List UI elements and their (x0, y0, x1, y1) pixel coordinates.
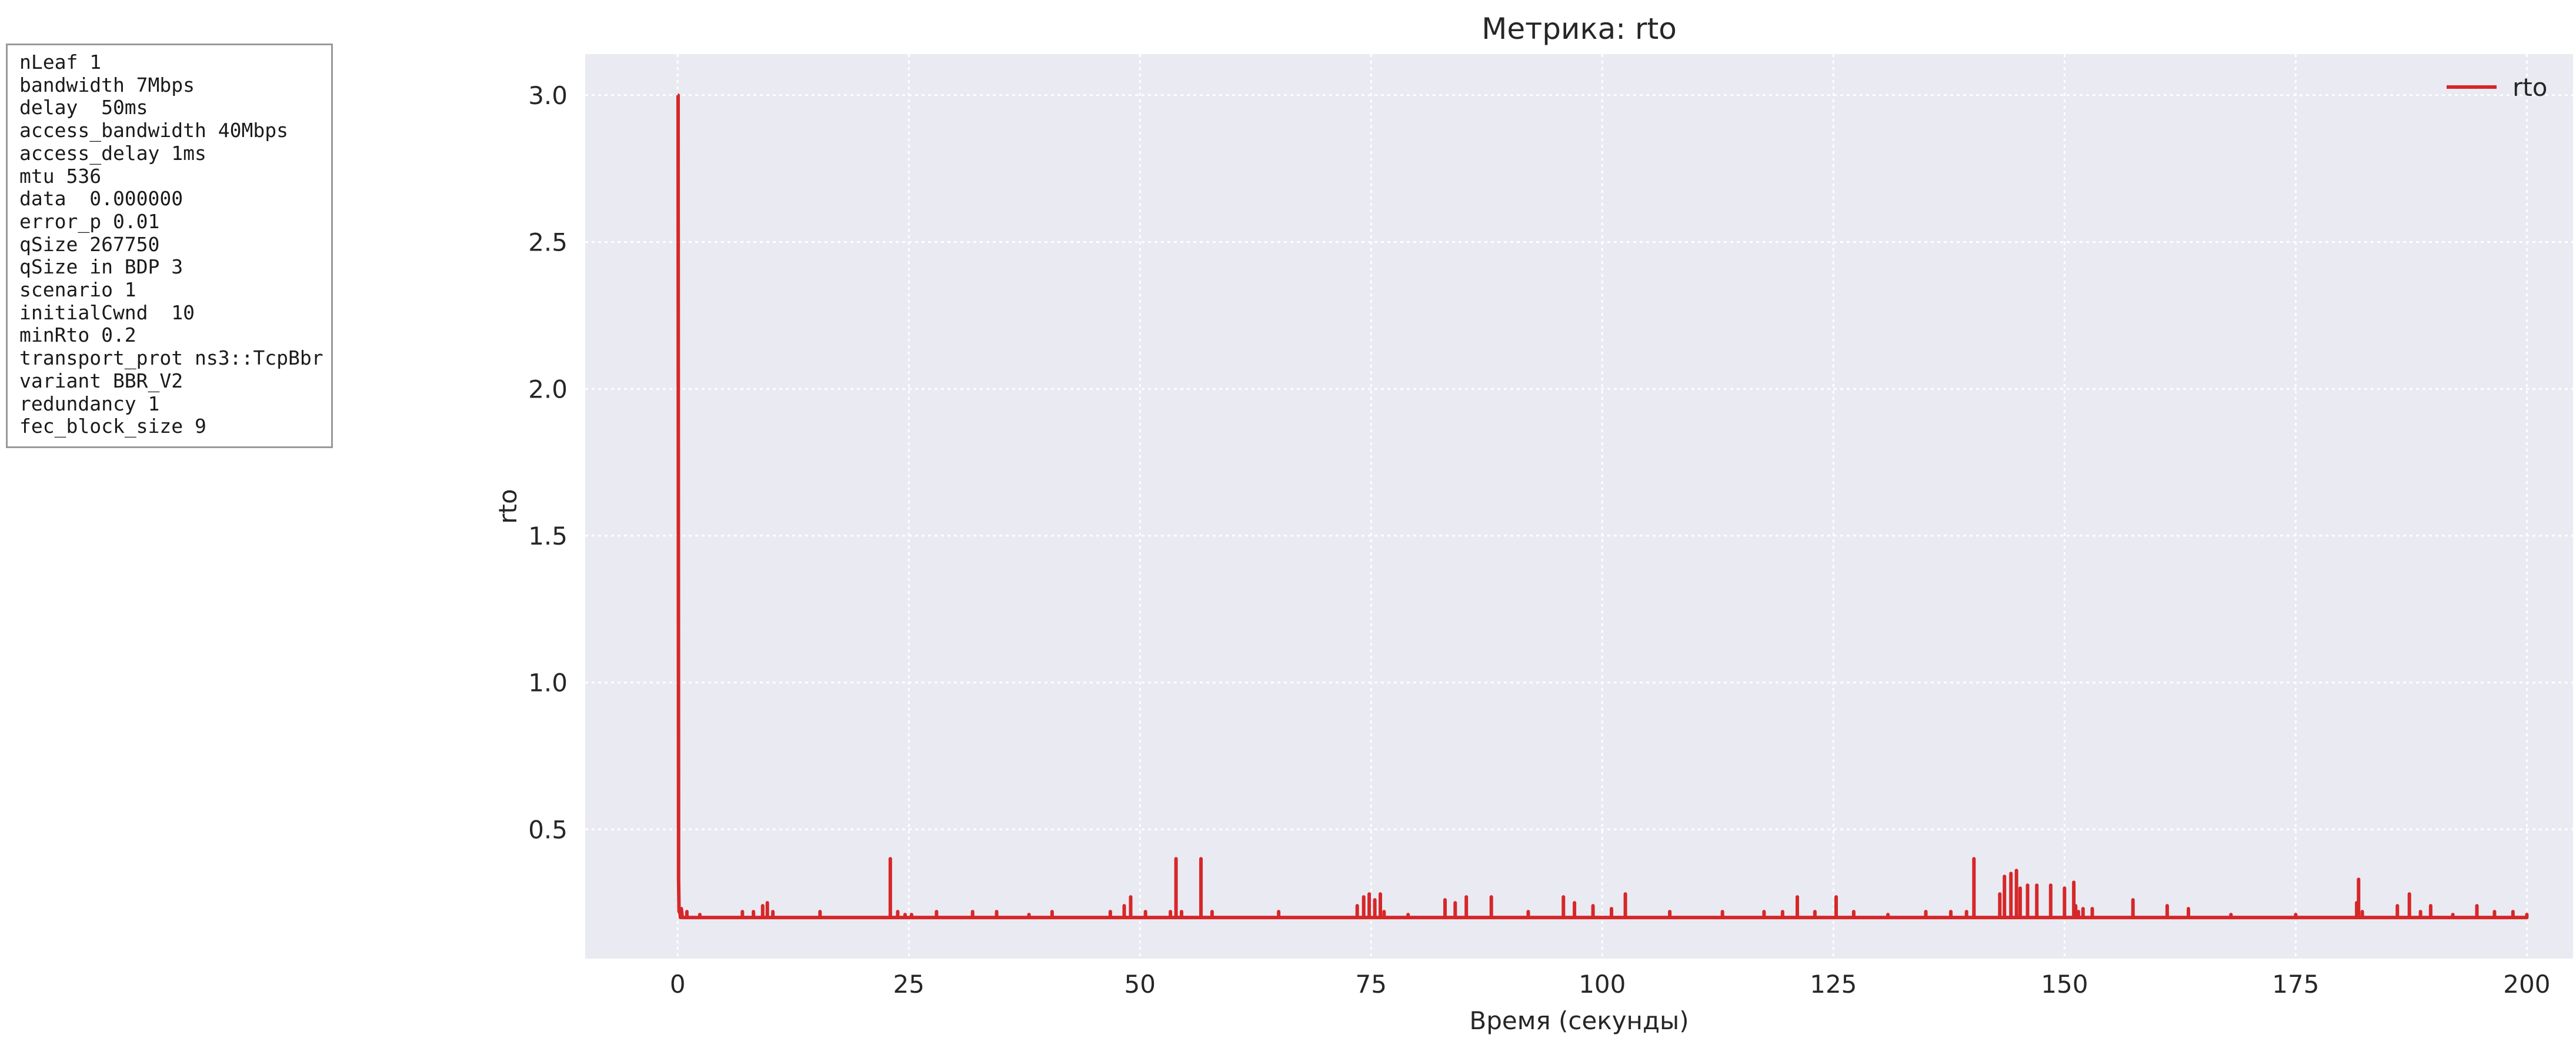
param-line: delay 50ms (19, 96, 148, 119)
y-axis-label: rto (493, 489, 522, 523)
parameters-box: nLeaf 1 bandwidth 7Mbps delay 50ms access_b… (6, 44, 333, 448)
param-line: qSize 267750 (19, 232, 160, 256)
y-tick-label: 0.5 (528, 815, 568, 844)
x-tick-label: 75 (1356, 970, 1387, 999)
param-line: data 0.000000 (19, 187, 183, 211)
y-tick-label: 2.0 (528, 375, 568, 403)
x-tick-label: 50 (1125, 970, 1156, 999)
legend-label-rto: rto (2512, 73, 2547, 102)
param-line: access_bandwidth 40Mbps (19, 119, 288, 142)
param-line: mtu 536 (19, 164, 102, 188)
x-tick-label: 25 (893, 970, 925, 999)
param-line: transport_prot ns3::TcpBbr (19, 346, 323, 370)
y-tick-label: 1.0 (528, 669, 568, 697)
param-line: redundancy 1 (19, 392, 160, 415)
param-line: error_p 0.01 (19, 209, 160, 233)
x-tick-label: 100 (1579, 970, 1626, 999)
x-tick-label: 150 (2041, 970, 2088, 999)
param-line: variant BBR_V2 (19, 369, 183, 392)
param-line: bandwidth 7Mbps (19, 73, 195, 96)
param-line: access_delay 1ms (19, 141, 206, 165)
y-tick-label: 3.0 (528, 81, 568, 110)
x-axis-ticks: 0 25 50 75 100 125 150 175 200 (670, 970, 2551, 999)
grid (585, 54, 2573, 959)
param-line: qSize in BDP 3 (19, 255, 183, 279)
param-line: initialCwnd 10 (19, 301, 195, 324)
param-line: scenario 1 (19, 278, 136, 302)
data-layer (676, 93, 2529, 920)
param-line: minRto 0.2 (19, 323, 136, 347)
chart-title: Метрика: rto (1481, 12, 1677, 46)
x-tick-label: 175 (2272, 970, 2319, 999)
x-tick-label: 200 (2503, 970, 2550, 999)
y-axis-ticks: 0.5 1.0 1.5 2.0 2.5 3.0 (528, 81, 568, 844)
param-line: nLeaf 1 (19, 51, 102, 74)
x-axis-label: Время (секунды) (1469, 1006, 1689, 1035)
y-tick-label: 1.5 (528, 522, 568, 550)
y-tick-label: 2.5 (528, 228, 568, 257)
x-tick-label: 125 (1810, 970, 1857, 999)
param-line: fec_block_size 9 (19, 415, 206, 438)
legend: rto (2447, 73, 2547, 102)
plot-background (585, 54, 2573, 959)
x-tick-label: 0 (670, 970, 686, 999)
series-line-rto (676, 93, 2529, 920)
